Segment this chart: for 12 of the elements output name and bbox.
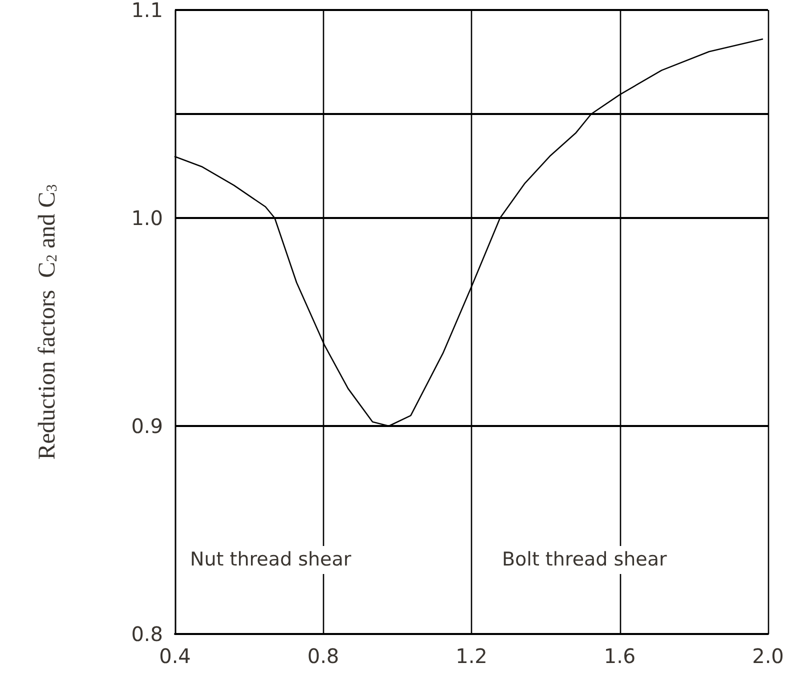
- annotation: Nut thread shear: [190, 548, 352, 570]
- y-tick-label: 1.1: [131, 0, 163, 22]
- x-tick-label: 0.8: [307, 644, 340, 668]
- y-tick-label: 0.9: [131, 414, 163, 438]
- x-tick-label: 2.0: [752, 644, 784, 668]
- y-tick-label: 1.0: [131, 206, 163, 230]
- x-tick-label: 1.2: [456, 644, 488, 668]
- y-tick-label: 0.8: [131, 622, 163, 646]
- x-tick-label: 0.4: [159, 644, 191, 668]
- x-tick-label: 1.6: [604, 644, 636, 668]
- y-axis-title: Reduction factors C2 and C3: [34, 184, 60, 460]
- annotation: Bolt thread shear: [502, 548, 668, 570]
